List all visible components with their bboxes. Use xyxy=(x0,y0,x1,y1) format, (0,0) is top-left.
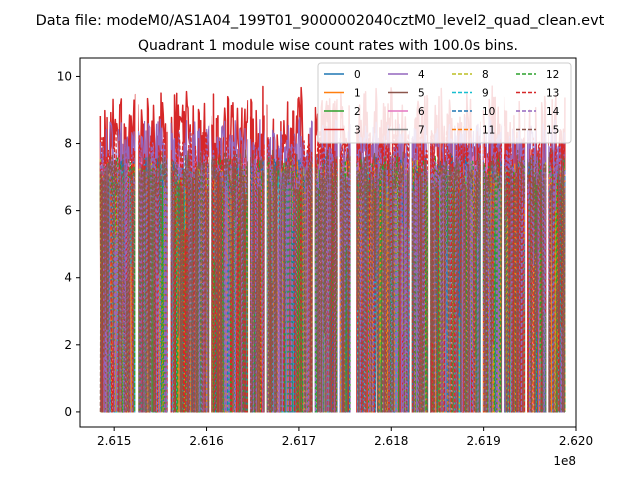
legend-label-10: 10 xyxy=(482,106,495,118)
x-tick-label: 2.618 xyxy=(374,434,408,448)
x-tick-label: 2.616 xyxy=(189,434,223,448)
data-gap xyxy=(264,59,267,426)
data-gap xyxy=(167,59,171,426)
legend-label-1: 1 xyxy=(354,88,361,100)
data-gap xyxy=(480,59,483,426)
data-gap xyxy=(546,59,549,426)
legend-box xyxy=(317,62,572,144)
figure-suptitle: Data file: modeM0/AS1A04_199T01_90000020… xyxy=(36,13,605,29)
legend-label-11: 11 xyxy=(482,125,495,137)
x-tick-label: 2.617 xyxy=(282,434,316,448)
series-line-13 xyxy=(99,128,566,413)
legend-label-6: 6 xyxy=(418,106,425,118)
legend-label-7: 7 xyxy=(418,125,425,137)
series-line-15 xyxy=(99,149,566,413)
data-gap xyxy=(248,59,250,426)
data-gap xyxy=(525,59,528,426)
y-tick-label: 4 xyxy=(64,271,72,285)
legend-label-3: 3 xyxy=(354,125,361,137)
legend-label-5: 5 xyxy=(418,88,425,100)
y-tick-label: 6 xyxy=(64,204,72,218)
data-gap xyxy=(337,59,340,426)
chart-title: Quadrant 1 module wise count rates with … xyxy=(138,38,518,54)
x-tick-label: 2.615 xyxy=(97,434,131,448)
legend-label-0: 0 xyxy=(354,69,361,81)
x-axis: 2.615 2.616 2.617 2.618 2.619 2.620 xyxy=(97,427,593,448)
x-offset-label: 1e8 xyxy=(553,454,576,468)
data-gap xyxy=(502,59,504,426)
plot-frame xyxy=(79,57,577,428)
data-gap xyxy=(350,59,357,426)
legend-label-15: 15 xyxy=(546,125,559,137)
y-tick-label: 8 xyxy=(64,137,72,151)
y-axis: 0 2 4 6 8 10 xyxy=(57,69,80,419)
legend-label-2: 2 xyxy=(354,106,361,118)
legend-label-4: 4 xyxy=(418,69,425,81)
legend-label-9: 9 xyxy=(482,88,489,100)
legend-label-8: 8 xyxy=(482,69,489,81)
data-gaps xyxy=(135,59,549,426)
data-gap xyxy=(428,59,431,426)
data-gap xyxy=(312,59,315,426)
y-tick-label: 10 xyxy=(57,69,72,83)
x-tick-label: 2.620 xyxy=(559,434,593,448)
data-gap xyxy=(209,59,212,426)
data-gap xyxy=(409,59,412,426)
data-gap xyxy=(135,59,139,426)
legend-label-12: 12 xyxy=(546,69,559,81)
legend-label-14: 14 xyxy=(546,106,560,118)
legend-label-13: 13 xyxy=(546,88,559,100)
x-tick-label: 2.619 xyxy=(466,434,500,448)
y-tick-label: 0 xyxy=(64,405,72,419)
y-tick-label: 2 xyxy=(64,338,72,352)
series-layer xyxy=(99,85,566,413)
